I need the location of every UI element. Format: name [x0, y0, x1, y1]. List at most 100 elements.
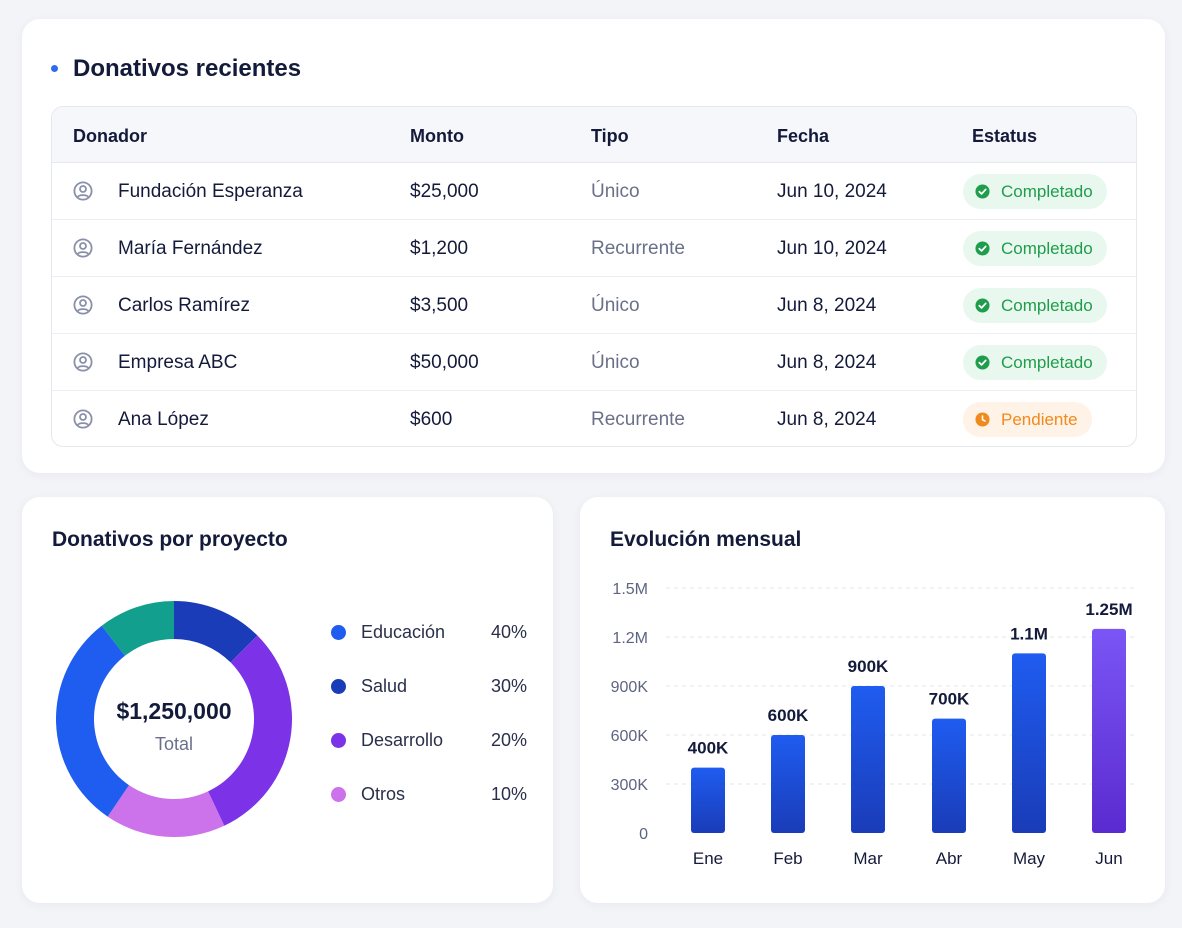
donations-table: Donador Monto Tipo Fecha Estatus Fundaci…: [51, 106, 1137, 447]
projects-title: Donativos por proyecto: [52, 528, 288, 551]
donor-name: María Fernández: [118, 238, 263, 259]
legend-percent: 30%: [490, 676, 527, 696]
donation-date: Jun 8, 2024: [777, 352, 877, 373]
legend-item[interactable]: Otros 10%: [331, 782, 527, 806]
user-circle-icon: [73, 352, 93, 372]
donation-amount: $3,500: [410, 295, 469, 316]
col-status[interactable]: Estatus: [972, 126, 1038, 146]
projects-card: Donativos por proyecto $1,250,000 Total …: [22, 497, 553, 903]
legend-dot-icon: [331, 679, 346, 694]
donation-date: Jun 10, 2024: [777, 181, 887, 202]
x-tick-label: Feb: [773, 849, 802, 868]
bar-may[interactable]: [1012, 653, 1046, 833]
col-donor[interactable]: Donador: [73, 126, 147, 146]
donut-slice-otros[interactable]: [107, 785, 225, 837]
x-tick-label: May: [1013, 849, 1046, 868]
bar-data-label: 400K: [688, 739, 729, 758]
col-type[interactable]: Tipo: [591, 126, 629, 146]
bar-data-label: 900K: [848, 657, 889, 676]
check-circle-icon: [975, 298, 990, 313]
bar-mar[interactable]: [851, 686, 885, 833]
user-circle-icon: [73, 181, 93, 201]
donation-date: Jun 8, 2024: [777, 409, 877, 430]
donation-type: Único: [591, 181, 640, 202]
y-tick-label: 1.5M: [612, 581, 648, 598]
donation-date: Jun 10, 2024: [777, 238, 887, 259]
bar-feb[interactable]: [771, 735, 805, 833]
legend-dot-icon: [331, 625, 346, 640]
donut-chart: [55, 601, 292, 837]
donut-total-amount: $1,250,000: [116, 698, 232, 724]
monthly-bar-chart: 0 300K 600K 900K 1.2M 1.5M 400K Ene 600K Feb 900K M…: [611, 581, 1136, 868]
donut-slice-salud[interactable]: [174, 601, 258, 663]
legend-label: Educación: [361, 622, 446, 642]
status-label: Completado: [1001, 239, 1093, 258]
recent-donations-card: Donativos recientes Donador Monto Tipo F…: [22, 19, 1165, 473]
legend-percent: 20%: [490, 730, 527, 750]
bar-jun[interactable]: [1092, 628, 1126, 833]
y-tick-label: 600K: [611, 728, 649, 745]
col-amount[interactable]: Monto: [410, 126, 464, 146]
legend-percent: 40%: [490, 622, 527, 642]
monthly-card: Evolución mensual 0 300K 600K 900K 1.2M 1.5M 4…: [580, 497, 1165, 903]
legend-percent: 10%: [490, 784, 527, 804]
status-label: Completado: [1001, 353, 1093, 372]
table-row[interactable]: María Fernández $1,200 Recurrente Jun 10, 2…: [52, 220, 1136, 277]
user-circle-icon: [73, 238, 93, 258]
status-badge: Completado: [963, 174, 1107, 209]
donor-name: Ana López: [118, 409, 209, 430]
check-circle-icon: [975, 355, 990, 370]
check-circle-icon: [975, 241, 990, 256]
x-tick-label: Mar: [853, 849, 883, 868]
donut-slice-desarrollo[interactable]: [208, 635, 292, 826]
table-row[interactable]: Carlos Ramírez $3,500 Único Jun 8, 2024 Comp…: [52, 277, 1136, 334]
donation-amount: $25,000: [410, 181, 479, 202]
x-tick-label: Ene: [693, 849, 723, 868]
donut-total-label: Total: [154, 734, 194, 754]
table-row[interactable]: Ana López $600 Recurrente Jun 8, 2024 Pendie…: [52, 391, 1136, 446]
legend-dot-icon: [331, 733, 346, 748]
monthly-title: Evolución mensual: [610, 528, 802, 551]
legend-label: Otros: [361, 784, 406, 804]
status-badge: Completado: [963, 288, 1107, 323]
table-row[interactable]: Fundación Esperanza $25,000 Único Jun 10, 2…: [52, 163, 1136, 220]
title-dot-icon: [51, 65, 58, 72]
donation-amount: $50,000: [410, 352, 479, 373]
y-tick-label: 300K: [611, 777, 649, 794]
bar-ene[interactable]: [691, 767, 725, 833]
donation-date: Jun 8, 2024: [777, 295, 877, 316]
user-circle-icon: [73, 295, 93, 315]
legend-label: Desarrollo: [361, 730, 444, 750]
clock-icon: [975, 412, 990, 427]
col-date[interactable]: Fecha: [777, 126, 830, 146]
check-circle-icon: [975, 184, 990, 199]
bar-data-label: 1.25M: [1085, 600, 1132, 619]
legend-item[interactable]: Desarrollo 20%: [331, 728, 527, 752]
x-tick-label: Jun: [1095, 849, 1122, 868]
donation-amount: $600: [410, 409, 453, 430]
recent-donations-title: Donativos recientes: [73, 55, 302, 82]
legend-label: Salud: [361, 676, 408, 696]
y-tick-label: 1.2M: [612, 630, 648, 647]
status-label: Completado: [1001, 182, 1093, 201]
bar-data-label: 1.1M: [1010, 624, 1048, 643]
user-circle-icon: [73, 409, 93, 429]
table-row[interactable]: Empresa ABC $50,000 Único Jun 8, 2024 Comple…: [52, 334, 1136, 391]
status-badge: Completado: [963, 345, 1107, 380]
donut-slice-educacion[interactable]: [55, 625, 130, 817]
donor-name: Fundación Esperanza: [118, 181, 303, 202]
legend-dot-icon: [331, 787, 346, 802]
donation-type: Recurrente: [591, 409, 685, 430]
donor-name: Empresa ABC: [118, 352, 238, 373]
bar-abr[interactable]: [932, 718, 966, 833]
status-label: Pendiente: [1001, 410, 1078, 429]
donut-slice-extra[interactable]: [101, 601, 174, 656]
donor-name: Carlos Ramírez: [118, 295, 250, 316]
status-badge: Pendiente: [963, 402, 1092, 437]
status-label: Completado: [1001, 296, 1093, 315]
legend-item[interactable]: Salud 30%: [331, 674, 527, 698]
donation-type: Único: [591, 295, 640, 316]
donation-type: Único: [591, 352, 640, 373]
bar-data-label: 600K: [768, 706, 809, 725]
legend-item[interactable]: Educación 40%: [331, 620, 527, 644]
